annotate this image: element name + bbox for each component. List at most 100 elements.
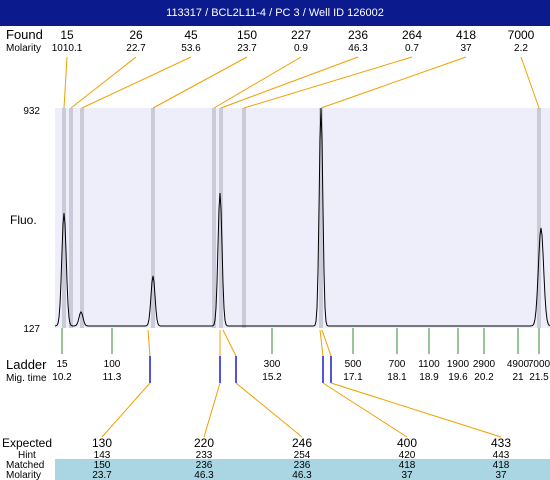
expected-connector bbox=[101, 382, 151, 438]
peak-band bbox=[69, 108, 73, 328]
expected-lead bbox=[147, 329, 151, 357]
found-connector bbox=[320, 56, 467, 109]
expected-hint-value: 443 bbox=[493, 450, 510, 461]
expected-lead bbox=[319, 329, 324, 357]
peak-band bbox=[319, 108, 323, 328]
ladder-mig-time: 15.2 bbox=[262, 372, 282, 383]
y-tick-label: 127 bbox=[23, 324, 40, 335]
expected-hint-value: 420 bbox=[399, 450, 416, 461]
expected-molarity-label: Molarity bbox=[6, 470, 41, 480]
fluo-label: Fluo. bbox=[10, 213, 37, 227]
ladder-size-label: 700 bbox=[389, 359, 406, 370]
found-size-label: 264 bbox=[402, 28, 422, 42]
found-label: Found bbox=[6, 27, 43, 42]
expected-connector bbox=[203, 382, 221, 438]
found-molarity-value: 23.7 bbox=[237, 43, 257, 54]
fluorescence-trace bbox=[54, 107, 550, 327]
expected-hint-value: 254 bbox=[294, 450, 311, 461]
ladder-mig-time: 11.3 bbox=[103, 372, 122, 383]
mig-time-label: Mig. time bbox=[6, 373, 47, 384]
expected-connector bbox=[330, 382, 502, 438]
expected-molarity-value: 46.3 bbox=[194, 470, 214, 480]
found-connector bbox=[520, 56, 540, 109]
found-molarity-value: 22.7 bbox=[126, 43, 146, 54]
ladder-size-label: 1100 bbox=[418, 359, 440, 370]
well-title-bar: 113317 / BCL2L11-4 / PC 3 / Well ID 1260… bbox=[0, 0, 550, 26]
ladder-size-label: 100 bbox=[104, 359, 121, 370]
found-size-label: 227 bbox=[291, 28, 311, 42]
well-title: 113317 / BCL2L11-4 / PC 3 / Well ID 1260… bbox=[166, 7, 384, 19]
found-size-label: 45 bbox=[184, 28, 198, 42]
found-molarity-value: 1010.1 bbox=[52, 43, 83, 54]
ladder-mig-time: 18.1 bbox=[387, 372, 407, 383]
found-size-label: 26 bbox=[129, 28, 143, 42]
found-size-label: 15 bbox=[60, 28, 74, 42]
y-tick-label: 932 bbox=[23, 106, 40, 117]
ladder-label: Ladder bbox=[6, 357, 47, 372]
matched-label: Matched bbox=[6, 460, 44, 471]
found-molarity-label: Molarity bbox=[6, 43, 41, 54]
found-connector bbox=[81, 56, 192, 109]
expected-connector bbox=[235, 382, 303, 438]
found-connector bbox=[152, 56, 248, 109]
found-size-label: 7000 bbox=[508, 28, 535, 42]
expected-molarity-value: 37 bbox=[495, 470, 507, 480]
found-molarity-value: 46.3 bbox=[348, 43, 368, 54]
ladder-mig-time: 20.2 bbox=[474, 372, 494, 383]
found-molarity-value: 53.6 bbox=[181, 43, 201, 54]
expected-matched-value: 418 bbox=[493, 460, 510, 471]
expected-molarity-value: 46.3 bbox=[292, 470, 312, 480]
ladder-size-label: 15 bbox=[56, 359, 68, 370]
expected-matched-value: 236 bbox=[196, 460, 213, 471]
expected-size-label: 246 bbox=[292, 436, 312, 450]
expected-matched-value: 150 bbox=[94, 460, 111, 471]
expected-matched-value: 418 bbox=[399, 460, 416, 471]
ladder-mig-time: 10.2 bbox=[52, 372, 72, 383]
found-connector bbox=[220, 56, 359, 109]
found-molarity-value: 0.7 bbox=[405, 43, 419, 54]
peak-band bbox=[151, 108, 155, 328]
expected-lead bbox=[321, 329, 332, 357]
peak-band bbox=[537, 108, 541, 328]
plot-area bbox=[55, 108, 550, 328]
expected-connector bbox=[322, 382, 408, 438]
expected-size-label: 433 bbox=[491, 436, 511, 450]
expected-molarity-value: 37 bbox=[401, 470, 413, 480]
expected-hint-value: 143 bbox=[94, 450, 111, 461]
found-connector bbox=[70, 56, 137, 109]
ladder-mig-time: 21 bbox=[512, 372, 524, 383]
ladder-mig-time: 17.1 bbox=[343, 372, 363, 383]
expected-hint-value: 233 bbox=[196, 450, 213, 461]
found-connector bbox=[243, 56, 413, 109]
found-size-label: 150 bbox=[237, 28, 257, 42]
matched-molarity-highlight bbox=[55, 459, 550, 480]
found-connector bbox=[63, 56, 68, 109]
found-molarity-value: 0.9 bbox=[294, 43, 308, 54]
ladder-size-label: 4900 bbox=[507, 359, 530, 370]
ladder-mig-time: 21.5 bbox=[529, 372, 549, 383]
expected-label: Expected bbox=[2, 436, 52, 450]
peak-band bbox=[242, 108, 246, 328]
expected-size-label: 220 bbox=[194, 436, 214, 450]
expected-lead bbox=[222, 329, 237, 357]
ladder-size-label: 300 bbox=[264, 359, 281, 370]
expected-size-label: 130 bbox=[92, 436, 112, 450]
ladder-size-label: 1900 bbox=[447, 359, 470, 370]
expected-size-label: 400 bbox=[397, 436, 417, 450]
expected-molarity-value: 23.7 bbox=[92, 470, 112, 480]
ladder-size-label: 500 bbox=[345, 359, 362, 370]
ladder-size-label: 2900 bbox=[473, 359, 496, 370]
found-connector bbox=[213, 56, 302, 109]
found-molarity-value: 37 bbox=[460, 43, 472, 54]
peak-band bbox=[212, 108, 216, 328]
ladder-mig-time: 18.9 bbox=[419, 372, 439, 383]
found-molarity-value: 2.2 bbox=[514, 43, 528, 54]
found-size-label: 418 bbox=[456, 28, 476, 42]
found-size-label: 236 bbox=[348, 28, 368, 42]
ladder-mig-time: 19.6 bbox=[448, 372, 468, 383]
expected-matched-value: 236 bbox=[294, 460, 311, 471]
hint-label: Hint bbox=[18, 450, 36, 461]
peak-band bbox=[80, 108, 84, 328]
ladder-size-label: 7000 bbox=[528, 359, 550, 370]
